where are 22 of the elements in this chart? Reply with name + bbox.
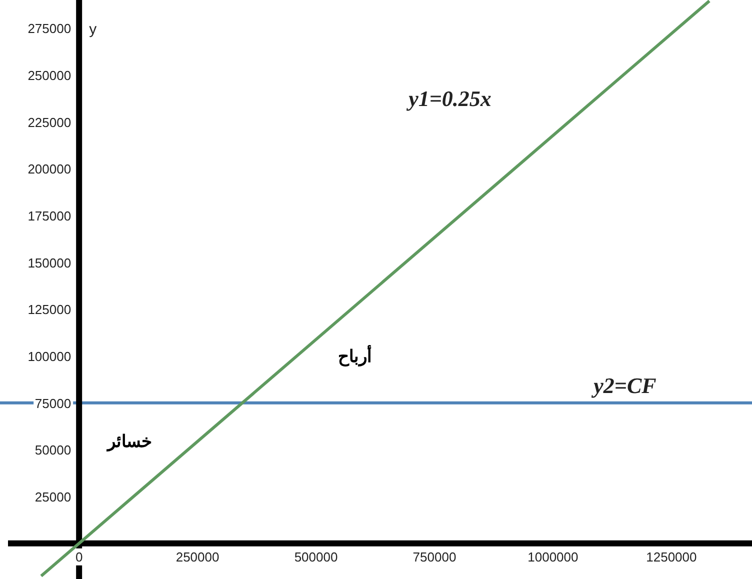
ref-line-label: y2=CF xyxy=(590,372,657,398)
y-axis-title: y xyxy=(89,21,98,38)
annotation: أرباح xyxy=(338,344,372,367)
y-tick-label: 250000 xyxy=(28,68,72,83)
x-tick-label: 500000 xyxy=(294,549,338,564)
y-tick-label: 100000 xyxy=(28,349,72,364)
x-tick-label: 250000 xyxy=(176,549,220,564)
y-tick-label: 275000 xyxy=(28,21,72,36)
x-tick-label: 750000 xyxy=(412,549,456,564)
y-tick-label: 25000 xyxy=(34,490,72,505)
x-tick-label: 1250000 xyxy=(646,549,697,564)
text: y1=0.25x xyxy=(406,86,492,111)
y-tick-label: 50000 xyxy=(34,442,72,458)
x-tick-label: 1000000 xyxy=(528,549,578,564)
y-tick-label: 175000 xyxy=(28,208,72,224)
annotation: خسائر xyxy=(106,432,152,452)
y-tick-label: 200000 xyxy=(28,162,72,177)
y-tick-label: 150000 xyxy=(28,255,72,270)
y-tick-label: 75000 xyxy=(34,396,72,411)
y-tick-label: 125000 xyxy=(28,302,72,318)
x-tick-label: 0 xyxy=(75,549,83,564)
y-tick-label: 225000 xyxy=(28,114,72,130)
